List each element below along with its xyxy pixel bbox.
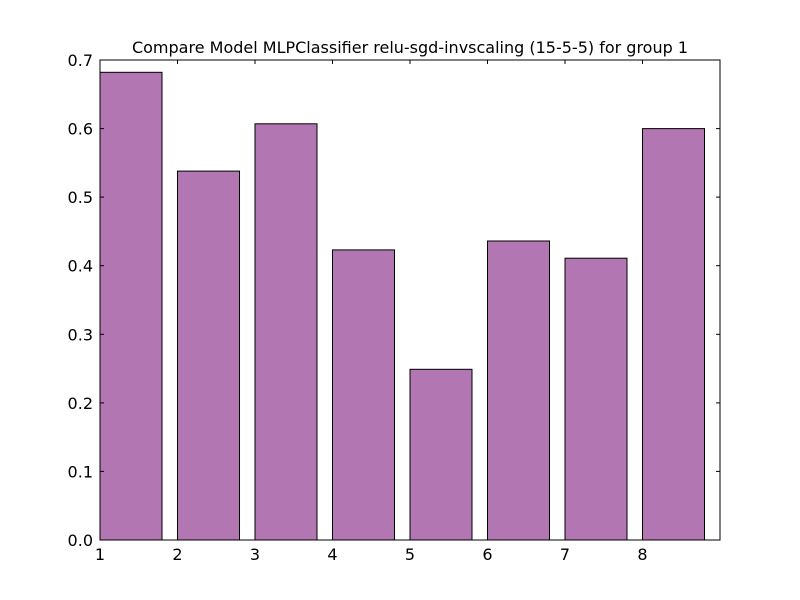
x-tick-label: 2	[172, 545, 182, 564]
y-tick-label: 0.5	[68, 188, 93, 207]
bar-7	[564, 257, 628, 541]
x-tick-label: 3	[250, 545, 260, 564]
y-tick-label: 0.2	[68, 394, 93, 413]
bar-4	[332, 249, 395, 541]
x-tick-label: 7	[560, 545, 570, 564]
bar-5	[409, 368, 473, 541]
x-tick-label: 1	[95, 545, 105, 564]
bar-1	[99, 71, 163, 541]
bar-2	[177, 170, 240, 541]
y-tick-label: 0.0	[68, 531, 93, 550]
y-tick-label: 0.3	[68, 325, 93, 344]
x-tick-label: 8	[637, 545, 647, 564]
x-tick-label: 4	[327, 545, 337, 564]
plot-frame	[99, 59, 721, 541]
bars-group	[99, 71, 705, 541]
y-tick-label: 0.6	[68, 120, 93, 139]
bar-6	[487, 240, 550, 541]
x-tick-label: 5	[405, 545, 415, 564]
chart-title: Compare Model MLPClassifier relu-sgd-inv…	[132, 38, 688, 57]
y-tick-label: 0.1	[68, 462, 93, 481]
y-tick-label: 0.4	[68, 257, 93, 276]
ticks-group: 0.0 0.1 0.2 0.3 0.4 0.5 0.6 0.7 1 2 3 4 5 6 7 8	[68, 51, 720, 564]
y-tick-label: 0.7	[68, 51, 93, 70]
x-tick-label: 6	[482, 545, 492, 564]
bar-3	[254, 123, 318, 541]
bar-8	[642, 128, 705, 541]
